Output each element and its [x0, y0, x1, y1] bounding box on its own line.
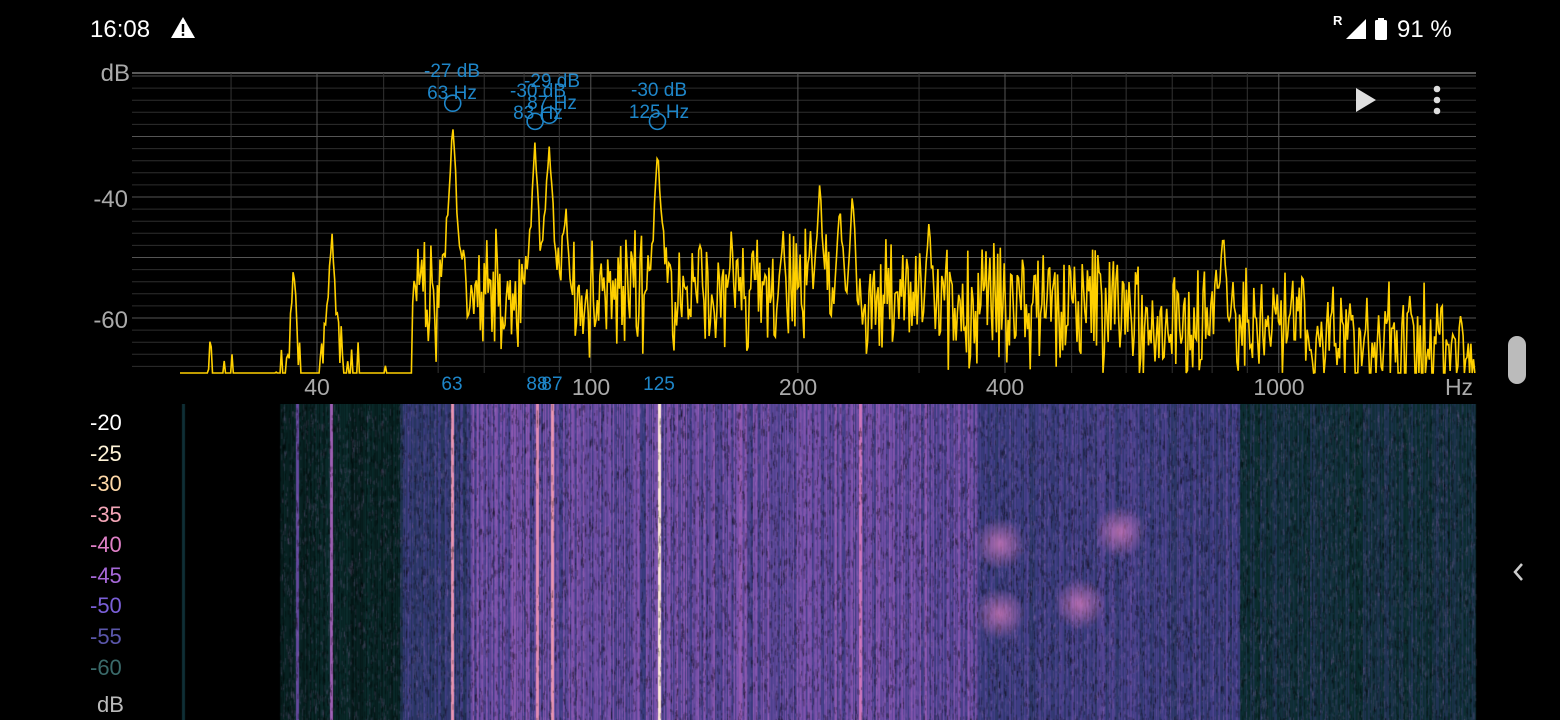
x-axis-unit: Hz — [1444, 374, 1474, 400]
color-scale-label: -60 — [90, 655, 122, 680]
peak-label: -29 dB 87 Hz — [524, 71, 580, 115]
more-vert-icon[interactable] — [1428, 84, 1446, 116]
scrollbar-handle[interactable] — [1508, 336, 1526, 384]
color-scale-label: -35 — [90, 502, 122, 527]
x-tick-label: 400 — [985, 374, 1025, 400]
play-icon[interactable] — [1354, 86, 1378, 114]
peak-hz: 83 Hz — [513, 103, 563, 124]
color-scale-label: -50 — [90, 593, 122, 618]
spectrum-grid — [132, 72, 1476, 373]
peak-x-label: 125 — [643, 374, 675, 395]
peak-db: -27 dB — [424, 61, 480, 82]
color-scale-label: -30 — [90, 471, 122, 496]
peak-hz: 63 Hz — [427, 83, 477, 104]
color-scale-unit: dB — [97, 692, 124, 717]
clock: 16:08 — [90, 16, 151, 43]
spectrum-trace — [180, 129, 1476, 374]
color-scale-label: -40 — [90, 532, 122, 557]
peak-label: -30 dB 125 Hz — [629, 80, 689, 124]
y-tick-label: -40 — [93, 186, 128, 213]
peak-hz: 125 Hz — [628, 102, 690, 123]
x-tick-label: 1000 — [1253, 374, 1305, 400]
peak-x-label: 88 — [526, 374, 548, 395]
x-tick-label: 200 — [778, 374, 818, 400]
peak-hz: 87 Hz — [527, 93, 577, 114]
y-axis-unit: dB — [100, 60, 130, 87]
peak-marker — [648, 112, 667, 131]
cell-signal-icon — [1346, 19, 1366, 39]
color-scale-label: -25 — [90, 441, 122, 466]
peak-markers — [443, 94, 667, 131]
roaming-indicator: R — [1333, 13, 1343, 28]
peak-db: -29 dB — [524, 71, 580, 92]
color-scale-label: -20 — [90, 410, 122, 435]
spectrogram[interactable] — [0, 404, 1480, 720]
peak-x-label: 63 — [441, 374, 463, 395]
peak-db: -30 dB — [631, 80, 687, 101]
spectrum-plot[interactable] — [0, 58, 1480, 374]
color-scale-label: -55 — [90, 624, 122, 649]
peak-label: -30 dB 83 Hz — [510, 81, 566, 125]
peak-marker — [540, 106, 558, 125]
chevron-left-icon[interactable] — [1508, 556, 1528, 588]
peak-x-label: 87 — [541, 374, 563, 395]
x-tick-label: 40 — [304, 374, 330, 400]
alert-triangle-icon — [171, 17, 195, 38]
peak-db: -30 dB — [510, 81, 566, 102]
y-tick-label: -60 — [93, 307, 128, 334]
color-scale-label: -45 — [90, 563, 122, 588]
peak-label: -27 dB 63 Hz — [424, 61, 480, 105]
x-tick-label: 100 — [571, 374, 611, 400]
peak-marker — [443, 94, 462, 113]
battery-icon — [1375, 18, 1387, 40]
battery-percentage: 91 % — [1397, 16, 1452, 43]
status-bar: 16:08 R 91 % — [0, 0, 1560, 58]
